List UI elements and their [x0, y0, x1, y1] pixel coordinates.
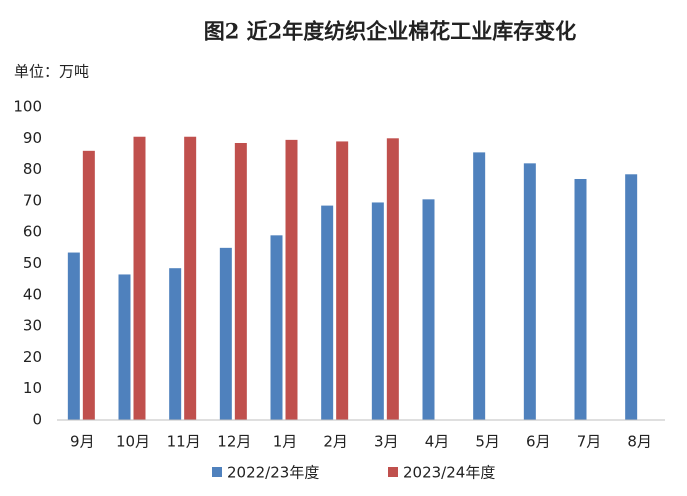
y-tick-label: 70	[23, 191, 42, 209]
x-tick-label: 1月	[273, 433, 298, 451]
bar	[184, 136, 197, 421]
bar	[625, 174, 638, 420]
bar	[473, 152, 486, 420]
x-tick-label: 10月	[116, 433, 150, 451]
y-tick-label: 60	[23, 223, 42, 241]
bar	[285, 139, 298, 421]
unit-label: 单位：万吨	[14, 63, 89, 81]
y-tick-label: 0	[32, 411, 42, 429]
legend-label: 2023/24年度	[403, 464, 495, 482]
y-tick-label: 100	[13, 98, 42, 116]
bar	[386, 138, 399, 421]
bar	[574, 178, 587, 420]
legend-swatch	[388, 467, 398, 477]
bar	[82, 150, 95, 420]
bar	[169, 268, 182, 420]
bar	[67, 252, 80, 420]
x-tick-label: 5月	[475, 433, 500, 451]
y-tick-label: 10	[23, 379, 42, 397]
legend-label: 2022/23年度	[227, 464, 319, 482]
y-tick-label: 40	[23, 285, 42, 303]
bar	[422, 199, 435, 420]
x-tick-label: 11月	[167, 433, 201, 451]
bar	[234, 142, 247, 420]
x-tick-label: 2月	[323, 433, 348, 451]
y-tick-label: 80	[23, 160, 42, 178]
bar	[270, 235, 283, 420]
y-tick-label: 50	[23, 254, 42, 272]
x-tick-label: 12月	[217, 433, 251, 451]
legend-swatch	[212, 467, 222, 477]
y-tick-label: 90	[23, 129, 42, 147]
y-tick-label: 30	[23, 317, 42, 335]
bar	[523, 163, 536, 420]
bar	[118, 274, 131, 420]
x-tick-label: 9月	[70, 433, 95, 451]
bar	[321, 205, 334, 420]
y-tick-label: 20	[23, 348, 42, 366]
x-tick-label: 6月	[526, 433, 551, 451]
x-tick-label: 4月	[425, 433, 450, 451]
bar	[133, 136, 146, 421]
chart-title: 图2 近2年度纺织企业棉花工业库存变化	[204, 19, 577, 44]
bar	[219, 247, 232, 420]
bar	[336, 141, 349, 420]
x-tick-label: 3月	[374, 433, 399, 451]
bar	[371, 202, 384, 420]
x-tick-label: 8月	[627, 433, 652, 451]
x-tick-label: 7月	[577, 433, 602, 451]
